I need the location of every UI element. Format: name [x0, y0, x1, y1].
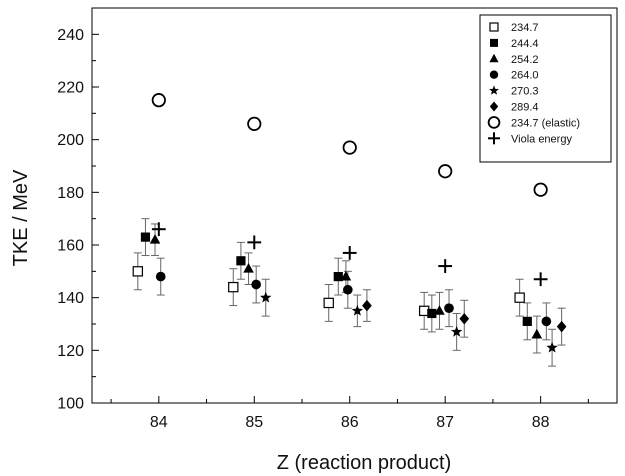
legend-marker-3	[489, 70, 499, 79]
y-tick-label-140: 140	[57, 290, 84, 307]
series-0-point	[228, 281, 239, 293]
series-2-point	[149, 233, 161, 244]
series-0-point	[323, 297, 334, 309]
legend: 234.7 244.4 254.2 264.0 270.3 289.4 234.7 (ela…	[479, 14, 612, 163]
series-6-point	[342, 140, 357, 155]
series-0-point	[514, 292, 525, 303]
series-7-point	[342, 246, 357, 260]
legend-label-7: Viola energy	[511, 133, 572, 145]
series-2-point	[531, 328, 543, 339]
series-5-point	[362, 299, 372, 312]
legend-label-4: 270.3	[511, 86, 539, 98]
series-4-point	[260, 291, 272, 303]
series-6-point	[438, 164, 453, 179]
legend-marker-5	[489, 101, 499, 112]
x-tick-label-87: 87	[436, 414, 454, 431]
series-7-point	[438, 259, 453, 273]
y-tick-label-160: 160	[57, 238, 84, 255]
series-3-point	[155, 271, 166, 282]
series-6-point	[151, 93, 166, 108]
series-3-point	[541, 316, 552, 327]
legend-label-1: 244.4	[511, 38, 539, 50]
series-6-point	[247, 116, 262, 131]
series-2-point	[340, 270, 352, 281]
legend-label-0: 234.7	[511, 22, 539, 34]
series-1-point	[140, 232, 151, 242]
y-tick-label-120: 120	[57, 343, 84, 360]
series-7-point	[151, 222, 166, 237]
data-markers	[132, 93, 567, 353]
series-0-point	[132, 266, 144, 277]
plot-frame	[91, 7, 618, 404]
series-3-point	[444, 303, 454, 314]
legend-label-3: 264.0	[511, 70, 539, 82]
series-7-point	[247, 235, 262, 250]
legend-label-5: 289.4	[511, 102, 539, 114]
series-1-point	[427, 308, 437, 319]
series-2-point	[434, 305, 445, 315]
series-5-point	[459, 312, 470, 325]
series-3-point	[251, 279, 262, 290]
legend-marker-7	[488, 132, 500, 145]
series-1-point	[236, 256, 246, 266]
series-7-point	[533, 272, 548, 287]
legend-marker-6	[487, 116, 501, 129]
legend-marker-1	[490, 38, 498, 47]
series-6-point	[533, 182, 548, 197]
series-1-point	[333, 272, 343, 282]
x-tick-label-88: 88	[532, 414, 550, 431]
series-5-point	[556, 320, 567, 333]
legend-marker-4	[489, 85, 499, 95]
y-tick-label-100: 100	[57, 396, 84, 413]
axes: 100 120 140 160 180 200 220 240 84 85 86 87 88	[57, 7, 618, 431]
series-3-point	[342, 284, 353, 295]
legend-marker-2	[489, 53, 499, 63]
x-tick-label-85: 85	[245, 414, 263, 431]
series-4-point	[450, 325, 463, 337]
legend-label-2: 254.2	[511, 54, 539, 66]
x-tick-label-84: 84	[150, 414, 168, 431]
y-tick-label-200: 200	[57, 132, 84, 149]
y-tick-label-220: 220	[57, 80, 84, 97]
x-axis-title: Z (reaction product)	[277, 452, 452, 474]
series-4-point	[351, 304, 364, 316]
series-2-point	[243, 262, 254, 273]
series-1-point	[522, 316, 532, 326]
legend-marker-0	[489, 22, 499, 32]
legend-label-6: 234.7 (elastic)	[511, 117, 580, 129]
y-tick-label-180: 180	[57, 185, 84, 202]
y-axis-title: TKE / MeV	[10, 169, 32, 266]
series-4-point	[546, 341, 558, 353]
x-tick-label-86: 86	[341, 414, 359, 431]
y-tick-label-240: 240	[57, 27, 84, 44]
legend-box	[479, 14, 612, 163]
